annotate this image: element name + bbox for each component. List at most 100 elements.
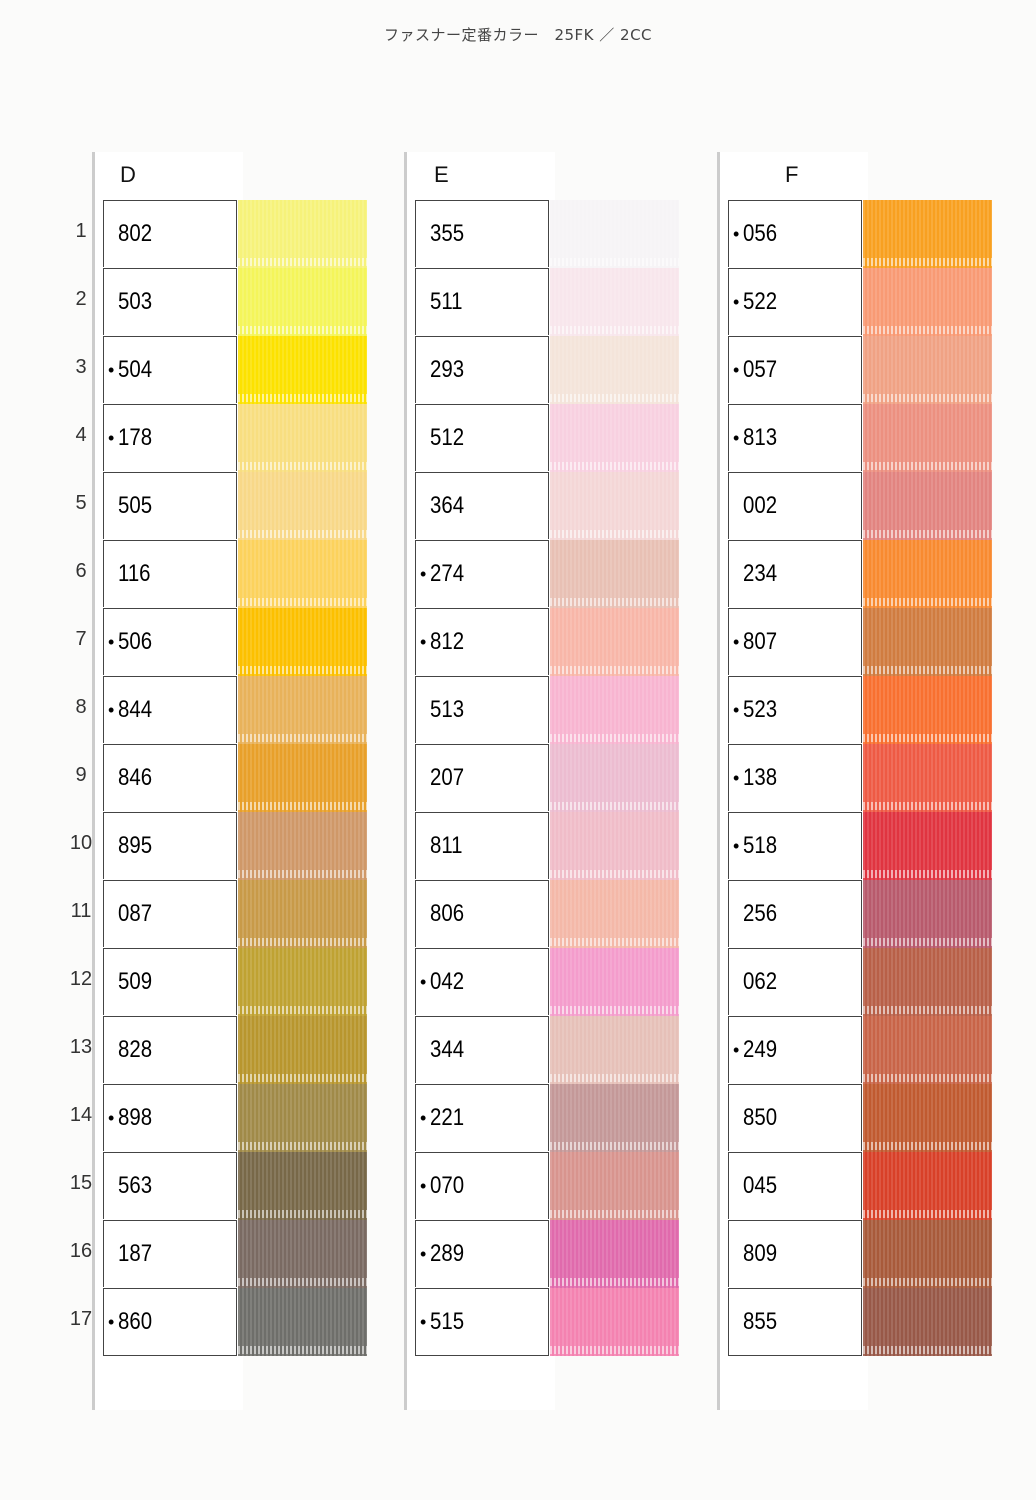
color-code-cell: 505 xyxy=(103,472,237,539)
row-number: 12 xyxy=(69,968,93,990)
color-code: 116 xyxy=(118,560,151,587)
color-code-cell: 344 xyxy=(415,1016,549,1083)
standard-dot-icon: • xyxy=(420,1311,427,1332)
zipper-swatch xyxy=(550,472,679,540)
zipper-swatch xyxy=(238,880,367,948)
zipper-swatch xyxy=(238,948,367,1016)
color-code: 187 xyxy=(118,1240,153,1267)
color-code: 344 xyxy=(430,1036,465,1063)
swatch-row: 4 • 178 xyxy=(75,404,369,472)
color-code-cell: 855 xyxy=(728,1288,862,1356)
row-number: 9 xyxy=(75,764,87,786)
zipper-swatch xyxy=(238,676,367,744)
standard-dot-icon: • xyxy=(733,427,740,448)
standard-dot-icon: • xyxy=(733,1039,740,1060)
color-code: 355 xyxy=(430,220,465,247)
color-code: 860 xyxy=(118,1308,153,1335)
swatch-row: • 070 xyxy=(415,1152,681,1220)
color-column-e: E 355 511 293 512 364 • 274 • 812 513 207 811 806 • 042… xyxy=(404,152,684,1410)
color-code-cell: 293 xyxy=(415,336,549,403)
zipper-swatch xyxy=(550,336,679,404)
row-number: 8 xyxy=(75,696,87,718)
color-code-cell: 806 xyxy=(415,880,549,947)
zipper-swatch xyxy=(238,336,367,404)
zipper-swatch xyxy=(238,1288,367,1356)
standard-dot-icon: • xyxy=(108,1107,115,1128)
zipper-swatch xyxy=(238,472,367,540)
swatch-row: • 042 xyxy=(415,948,681,1016)
swatch-row: 1 802 xyxy=(75,200,369,268)
color-code: 809 xyxy=(743,1240,778,1267)
swatch-row: • 138 xyxy=(728,744,994,812)
color-code: 138 xyxy=(743,764,778,791)
swatch-row: 13 828 xyxy=(70,1016,369,1084)
zipper-swatch xyxy=(863,1016,992,1084)
swatch-row: 344 xyxy=(415,1016,681,1084)
color-code-cell: • 221 xyxy=(415,1084,549,1151)
zipper-swatch xyxy=(238,1084,367,1152)
swatch-row: 14 • 898 xyxy=(70,1084,369,1152)
zipper-swatch xyxy=(550,744,679,812)
color-code: 045 xyxy=(743,1172,778,1199)
zipper-swatch xyxy=(863,268,992,336)
color-code: 506 xyxy=(118,628,153,655)
color-code: 844 xyxy=(118,696,153,723)
color-code: 249 xyxy=(743,1036,778,1063)
color-code: 850 xyxy=(743,1104,778,1131)
zipper-swatch xyxy=(550,880,679,948)
color-code: 802 xyxy=(118,220,153,247)
swatch-row: 15 563 xyxy=(70,1152,369,1220)
swatch-row: 811 xyxy=(415,812,681,880)
row-number: 5 xyxy=(75,492,87,514)
swatch-row: 045 xyxy=(728,1152,994,1220)
zipper-swatch xyxy=(550,608,679,676)
color-code: 057 xyxy=(743,356,778,383)
zipper-swatch xyxy=(863,336,992,404)
color-code: 518 xyxy=(743,832,778,859)
swatch-row: • 249 xyxy=(728,1016,994,1084)
swatch-row: 6 116 xyxy=(75,540,369,608)
zipper-swatch xyxy=(863,880,992,948)
zipper-swatch xyxy=(238,812,367,880)
color-code-cell: • 898 xyxy=(103,1084,237,1151)
color-code: 042 xyxy=(430,968,465,995)
swatch-row: • 056 xyxy=(728,200,994,268)
color-code-cell: • 506 xyxy=(103,608,237,675)
swatch-row: 16 187 xyxy=(70,1220,369,1288)
color-code-cell: • 056 xyxy=(728,200,862,267)
standard-dot-icon: • xyxy=(108,427,115,448)
zipper-swatch xyxy=(238,744,367,812)
zipper-swatch xyxy=(550,404,679,472)
zipper-swatch xyxy=(550,268,679,336)
color-code: 522 xyxy=(743,288,778,315)
color-code: 002 xyxy=(743,492,778,519)
color-code-cell: • 807 xyxy=(728,608,862,675)
color-code-cell: 116 xyxy=(103,540,237,607)
swatch-row: • 522 xyxy=(728,268,994,336)
color-code-cell: 846 xyxy=(103,744,237,811)
zipper-swatch xyxy=(863,540,992,608)
color-code-cell: • 249 xyxy=(728,1016,862,1083)
color-code: 807 xyxy=(743,628,778,655)
color-code-cell: 513 xyxy=(415,676,549,743)
color-code-cell: • 844 xyxy=(103,676,237,743)
standard-dot-icon: • xyxy=(108,359,115,380)
row-number: 3 xyxy=(75,356,87,378)
swatch-row: 513 xyxy=(415,676,681,744)
color-code-cell: • 274 xyxy=(415,540,549,607)
standard-dot-icon: • xyxy=(420,1107,427,1128)
color-code-cell: • 515 xyxy=(415,1288,549,1356)
zipper-swatch xyxy=(238,540,367,608)
color-code: 087 xyxy=(118,900,153,927)
zipper-swatch xyxy=(238,404,367,472)
color-code: 813 xyxy=(743,424,778,451)
color-code: 855 xyxy=(743,1308,778,1335)
color-column-f: F • 056 • 522 • 057 • 813 002 234 • 807 • 523 • 138 • 518 2… xyxy=(717,152,997,1410)
swatch-row: • 523 xyxy=(728,676,994,744)
swatch-row: 2 503 xyxy=(75,268,369,336)
swatch-row: 062 xyxy=(728,948,994,1016)
swatch-row: 293 xyxy=(415,336,681,404)
zipper-swatch xyxy=(863,404,992,472)
color-code: 062 xyxy=(743,968,778,995)
column-letter: D xyxy=(120,162,136,187)
